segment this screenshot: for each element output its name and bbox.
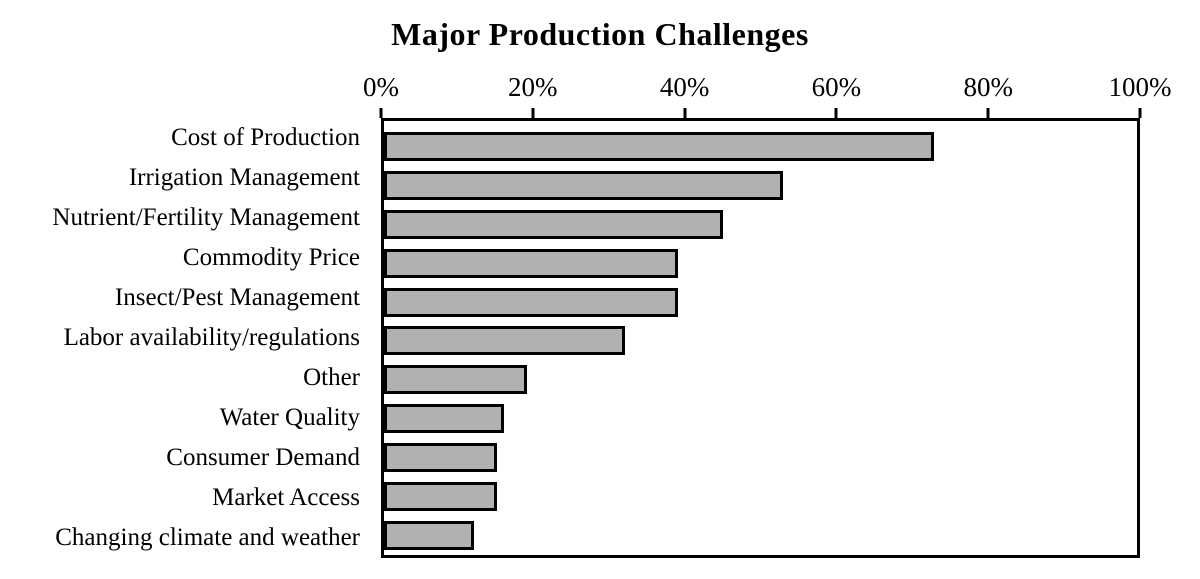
category-label: Nutrient/Fertility Management	[52, 204, 360, 231]
bar	[384, 287, 678, 317]
x-tick-mark	[683, 108, 687, 118]
bar-row	[384, 477, 1137, 516]
category-label: Water Quality	[219, 404, 360, 431]
x-tick-mark	[379, 108, 383, 118]
bar-row	[384, 322, 1137, 361]
bar	[384, 404, 505, 434]
x-tick-label: 100%	[1108, 72, 1172, 102]
x-tick-mark	[531, 108, 535, 118]
bar	[384, 521, 475, 551]
category-label: Irrigation Management	[128, 164, 360, 191]
x-tick-label: 80%	[963, 72, 1013, 102]
bar-row	[384, 127, 1137, 166]
bar-row	[384, 166, 1137, 205]
x-tick-mark	[1138, 108, 1142, 118]
bar	[384, 482, 497, 512]
bar	[384, 209, 723, 239]
x-tick-label: 60%	[811, 72, 862, 102]
bar-row	[384, 283, 1137, 322]
x-tick-label: 0%	[363, 72, 399, 102]
x-axis-tick-labels: 0% 20% 40% 60% 80% 100%	[363, 70, 1172, 104]
bar-row	[384, 244, 1137, 283]
category-label: Consumer Demand	[166, 444, 360, 471]
x-tick-label: 40%	[659, 72, 710, 102]
bar	[384, 248, 678, 278]
bar-row	[384, 516, 1137, 555]
x-tick-label: 20%	[508, 72, 558, 102]
category-label: Labor availability/regulations	[63, 324, 360, 351]
y-axis-category-labels: Cost of Production Irrigation Management N…	[0, 118, 370, 558]
x-tick-mark	[986, 108, 990, 118]
bar-row	[384, 399, 1137, 438]
category-label: Insect/Pest Management	[114, 284, 360, 311]
x-axis-ticks	[379, 108, 1142, 118]
bar-row	[384, 205, 1137, 244]
bar	[384, 443, 497, 473]
category-label: Changing climate and weather	[55, 524, 360, 551]
x-tick-mark	[834, 108, 838, 118]
category-label: Cost of Production	[171, 124, 360, 151]
plot-area	[381, 118, 1140, 558]
bar	[384, 326, 625, 356]
bar-row	[384, 360, 1137, 399]
bar	[384, 131, 934, 161]
chart-title: Major Production Challenges	[391, 16, 809, 52]
bar	[384, 170, 784, 200]
category-label: Market Access	[212, 484, 360, 511]
bar	[384, 365, 528, 395]
bar-row	[384, 438, 1137, 477]
category-label: Other	[303, 364, 360, 391]
category-label: Commodity Price	[182, 244, 360, 271]
